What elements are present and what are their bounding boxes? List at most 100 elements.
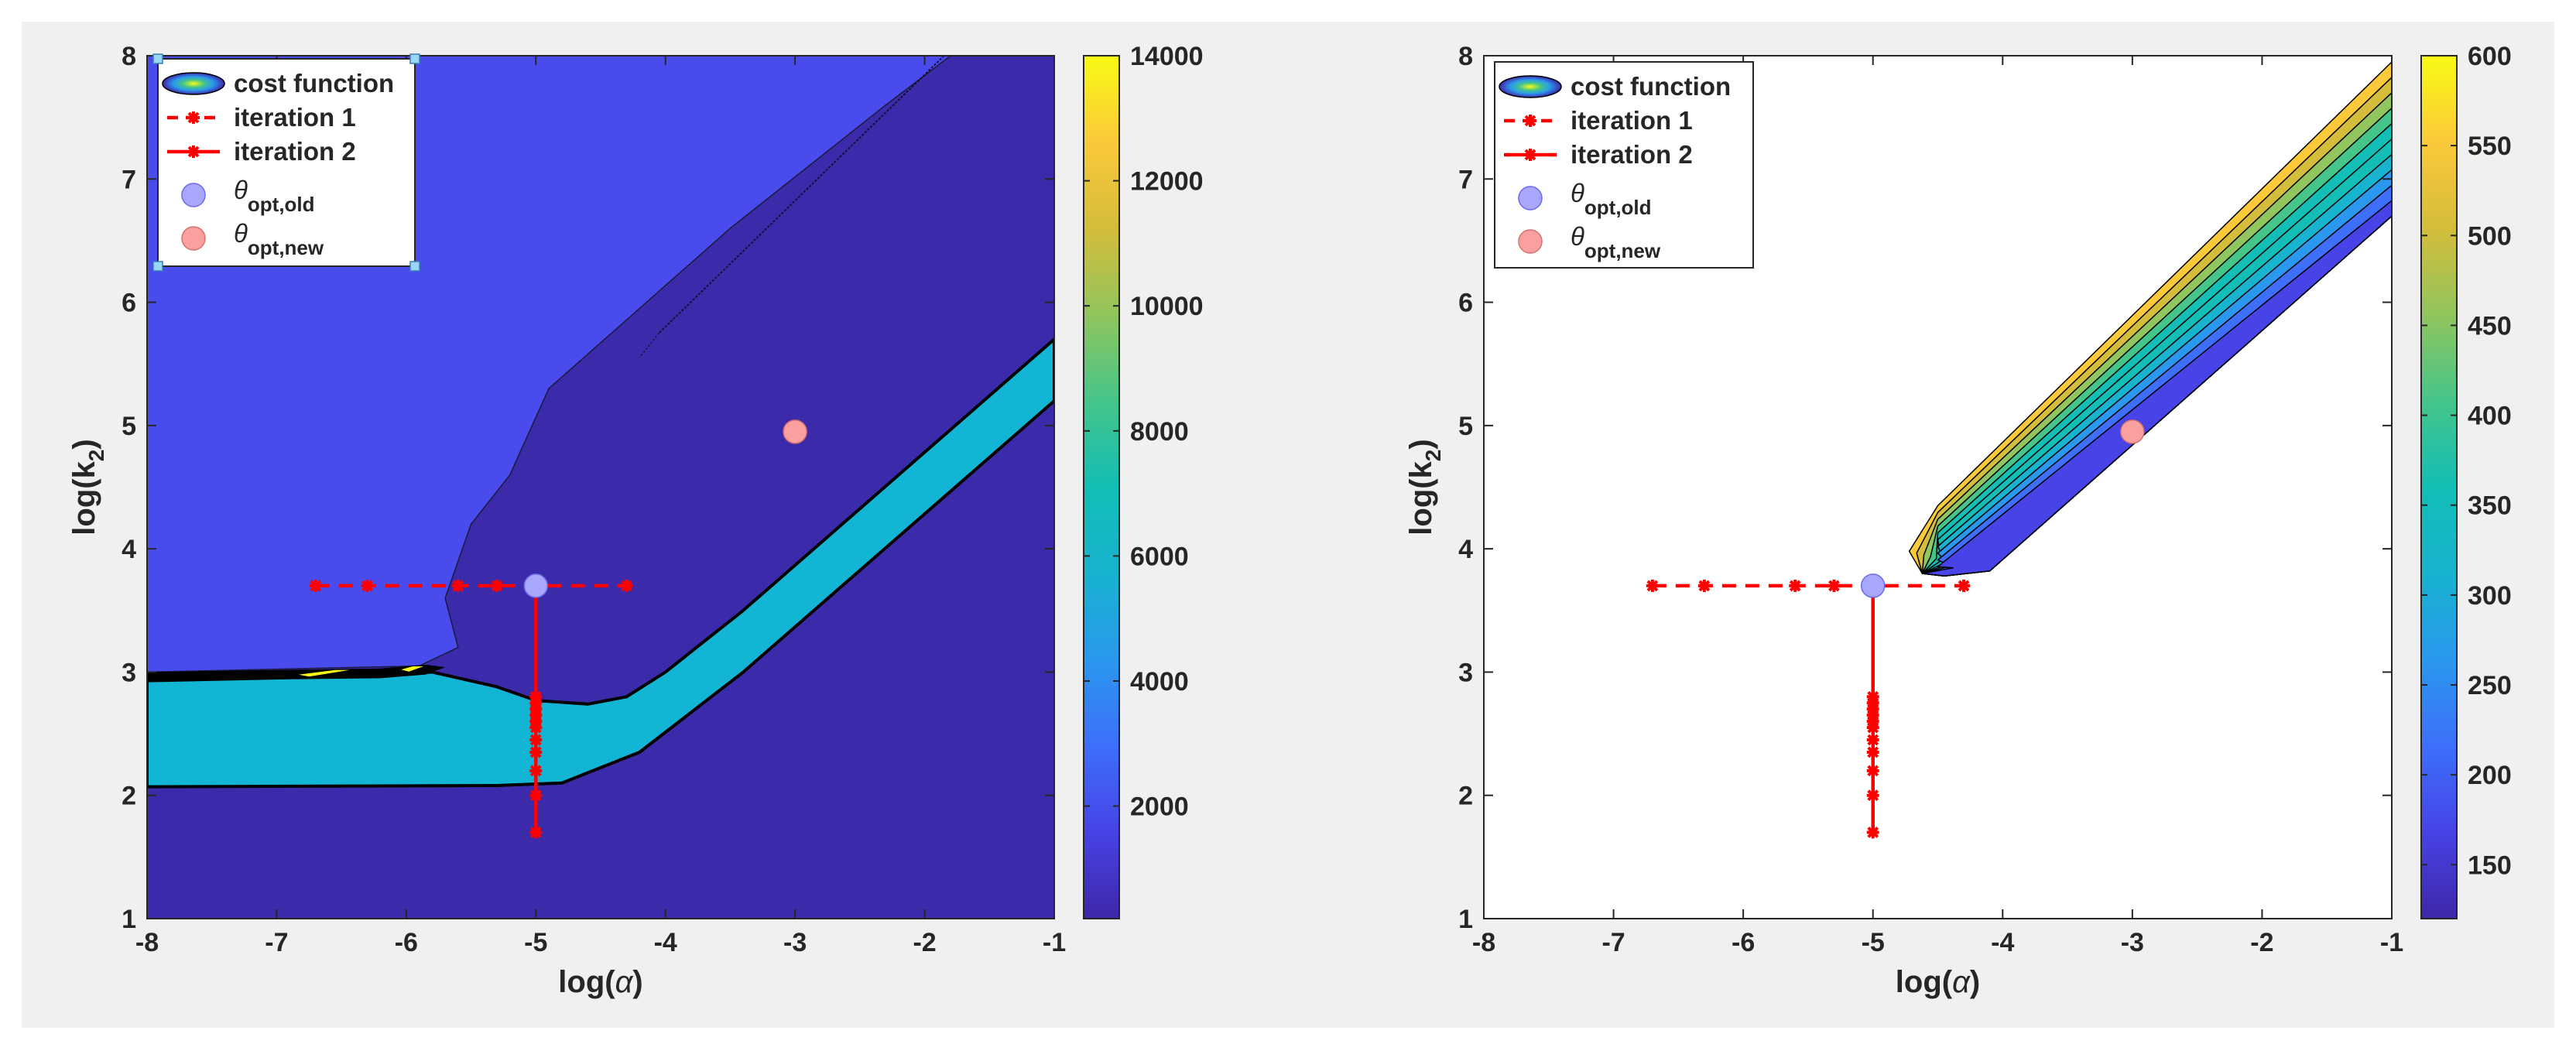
legend-label-text: iteration 1 <box>1571 106 1693 135</box>
contour-region-band <box>147 337 1054 789</box>
y-axis-label-close: ) <box>1404 439 1438 449</box>
iteration-2-marker <box>529 734 543 747</box>
x-tick-label: -2 <box>913 928 936 957</box>
star-stroke <box>1789 580 1801 592</box>
y-axis-label-sub: 2 <box>1421 450 1445 462</box>
axes-box <box>146 55 1055 919</box>
x-tick-label: -7 <box>265 928 288 957</box>
colorbar-tick-label: 2000 <box>1130 792 1189 822</box>
x-axis-label-symbol: α <box>1952 965 1971 999</box>
legend-iteration-1-marker <box>1524 115 1536 127</box>
star-stroke <box>1958 580 1970 592</box>
y-tick-label: 3 <box>122 658 136 687</box>
legend-label-text: θ <box>1571 179 1584 207</box>
x-tick-label: -5 <box>524 928 547 957</box>
legend-label-text: θ <box>234 176 248 204</box>
chart-panel-right: -8 -7 -6 -5 -4 -3 -2 -112345678log(α)log(k2)150… <box>1404 42 2512 999</box>
legend-label-sub: opt,old <box>248 193 315 216</box>
legend-label-text: cost function <box>234 69 394 98</box>
colorbar-tick-label: 350 <box>2468 491 2512 521</box>
y-tick-label: 1 <box>1458 905 1473 934</box>
iteration-2-marker <box>529 745 543 758</box>
iteration-2-marker <box>1866 789 1879 802</box>
colorbar-tick-label: 450 <box>2468 311 2512 341</box>
iteration-1-marker <box>1789 579 1802 592</box>
colorbar-tick-label: 150 <box>2468 851 2512 880</box>
legend-iteration-2-marker <box>1524 149 1536 161</box>
x-axis-label-close: ) <box>632 965 642 999</box>
colorbar-tick-label: 500 <box>2468 221 2512 251</box>
y-tick-label: 5 <box>122 412 136 441</box>
legend-cost-icon <box>1499 75 1562 98</box>
y-axis-label: log(k2) <box>67 439 108 535</box>
x-tick-label: -3 <box>2121 928 2144 957</box>
y-tick-label: 3 <box>1458 658 1473 687</box>
legend-selection-handle <box>409 261 420 272</box>
colorbar-tick-label: 4000 <box>1130 667 1189 697</box>
star-stroke <box>452 580 464 592</box>
legend-label-sub: opt,new <box>1584 239 1661 262</box>
iteration-1-marker <box>1828 579 1841 592</box>
x-tick-label: -7 <box>1601 928 1625 957</box>
star-stroke <box>1646 580 1659 592</box>
colorbar <box>2420 55 2458 919</box>
legend-label-text: θ <box>1571 222 1584 251</box>
theta-opt-old-marker <box>1860 573 1886 598</box>
star-stroke <box>1867 827 1879 838</box>
colorbar-tick-label: 12000 <box>1130 167 1204 197</box>
star-stroke <box>1524 149 1536 161</box>
legend-selection-handle <box>152 53 163 64</box>
legend-selection-handle <box>152 261 163 272</box>
legend-label-cost: cost function <box>234 69 394 98</box>
iteration-2-marker <box>529 690 543 703</box>
star-stroke <box>529 765 542 777</box>
colorbar-tick-label: 8000 <box>1130 417 1189 447</box>
iteration-1-marker <box>1958 579 1971 592</box>
contour-peak-2 <box>398 666 426 673</box>
iteration-1-marker <box>451 579 464 592</box>
y-tick-label: 7 <box>1458 165 1473 194</box>
y-axis-label-close: ) <box>67 439 101 449</box>
x-axis-label: log(α) <box>558 965 642 999</box>
legend-label-text: iteration 2 <box>1571 140 1693 169</box>
colorbar-tick-label: 300 <box>2468 581 2512 611</box>
legend-label-new: θopt,new <box>234 219 324 259</box>
contour-level-9 <box>1921 200 2392 577</box>
x-tick-label: -3 <box>783 928 807 957</box>
colorbar <box>1083 55 1120 919</box>
star-stroke <box>529 746 542 758</box>
colorbar-tick-label: 600 <box>2468 42 2512 71</box>
x-axis-label-text: log( <box>1896 965 1953 999</box>
star-stroke <box>1867 765 1879 777</box>
legend-label-it1: iteration 1 <box>1571 106 1693 135</box>
y-tick-label: 4 <box>122 535 136 564</box>
iteration-1-marker <box>1646 579 1659 592</box>
legend-label-sub: opt,new <box>248 236 324 259</box>
contour-line-diagonal-tail <box>639 332 659 358</box>
y-tick-label: 8 <box>122 42 136 71</box>
contour-peak-1 <box>296 669 355 678</box>
x-axis-label-symbol: α <box>615 965 634 999</box>
theta-opt-new-marker <box>2120 419 2145 444</box>
star-stroke <box>529 827 542 838</box>
star-stroke <box>1867 789 1879 802</box>
y-axis-label: log(k2) <box>1404 439 1445 535</box>
x-tick-label: -8 <box>1472 928 1495 957</box>
legend-old-marker <box>181 183 206 207</box>
colorbar-tick-label: 200 <box>2468 761 2512 790</box>
legend-new-marker <box>1518 229 1543 254</box>
x-tick-label: -4 <box>1991 928 2014 957</box>
iteration-1-marker <box>620 579 633 592</box>
x-tick-label: -6 <box>1732 928 1755 957</box>
y-axis-label-text: log(k <box>67 460 101 535</box>
y-tick-label: 2 <box>122 782 136 811</box>
x-tick-label: -8 <box>135 928 159 957</box>
x-tick-label: -4 <box>654 928 677 957</box>
y-axis-label-sub: 2 <box>84 450 108 462</box>
y-tick-label: 7 <box>122 165 136 194</box>
iteration-1-marker <box>1697 579 1711 592</box>
y-tick-label: 8 <box>1458 42 1473 71</box>
legend-label-old: θopt,old <box>234 176 315 216</box>
iteration-1-marker <box>309 579 322 592</box>
legend-label-text: cost function <box>1571 72 1731 101</box>
